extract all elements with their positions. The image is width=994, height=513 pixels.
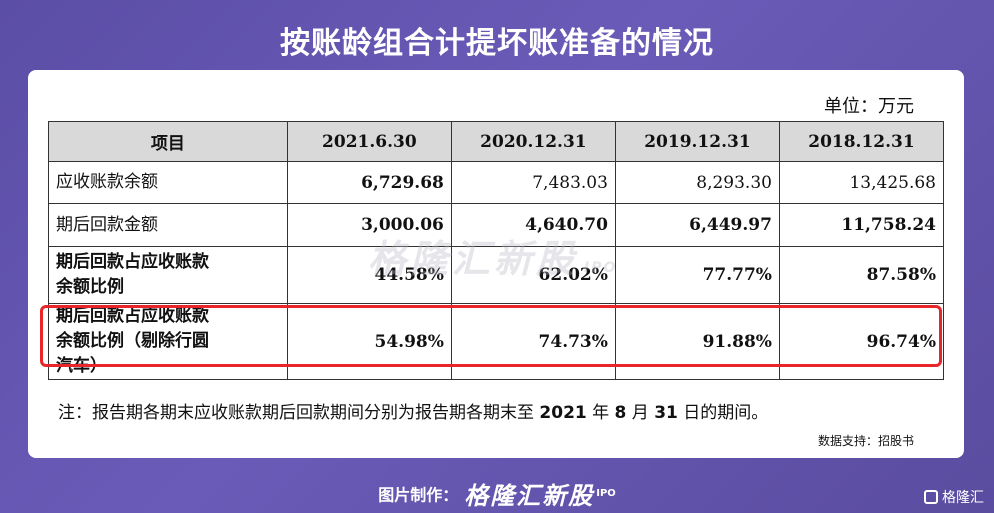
cell-value: 6,449.97: [614, 203, 780, 247]
watermark-tag: IPO: [584, 260, 618, 276]
table-row: 应收账款余额 6,729.68 7,483.03 8,293.30 13,425…: [48, 161, 945, 204]
cell-value: 74.73%: [450, 303, 616, 380]
row-label-line: 期后回款占应收账款: [56, 252, 209, 272]
footnote-text: 注：报告期各期末应收账款期后回款期间分别为报告期各期末至: [58, 403, 540, 423]
page-title: 按账龄组合计提坏账准备的情况: [280, 26, 714, 61]
cell-value: 13,425.68: [778, 161, 945, 204]
footnote-year: 2021: [539, 403, 587, 423]
row-label-line: 余额比例: [56, 277, 124, 297]
unit-label: 单位：万元: [824, 96, 914, 117]
row-label: 期后回款占应收账款 余额比例（剔除行圆 汽车）: [48, 303, 288, 380]
footnote-day: 31: [654, 403, 678, 423]
table-row: 期后回款占应收账款 余额比例 44.58% 62.02% 77.77% 87.5…: [48, 246, 945, 304]
footnote-text: 年: [586, 403, 615, 423]
header-2020-12-31: 2020.12.31: [450, 121, 616, 162]
header-2019-12-31: 2019.12.31: [614, 121, 780, 162]
cell-value: 4,640.70: [450, 203, 616, 247]
footer-made-by: 图片制作：: [378, 485, 459, 505]
header-2018-12-31: 2018.12.31: [778, 121, 945, 162]
row-label: 期后回款金额: [48, 203, 288, 247]
cell-value: 44.58%: [286, 246, 452, 304]
cell-value: 7,483.03: [450, 161, 616, 204]
table-row: 期后回款占应收账款 余额比例（剔除行圆 汽车） 54.98% 74.73% 91…: [48, 303, 945, 380]
footnote-month: 8: [614, 403, 627, 423]
gelonghui-logo-icon: [924, 490, 938, 504]
cell-value: 54.98%: [286, 303, 452, 380]
cell-value: 91.88%: [614, 303, 780, 380]
cell-value: 87.58%: [778, 246, 945, 304]
row-label: 应收账款余额: [48, 161, 288, 204]
aging-table: 项目 2021.6.30 2020.12.31 2019.12.31 2018.…: [48, 121, 945, 380]
cell-value: 62.02%: [450, 246, 616, 304]
footnote: 注：报告期各期末应收账款期后回款期间分别为报告期各期末至 2021 年 8 月 …: [58, 398, 768, 423]
data-source: 数据支持：招股书: [817, 434, 914, 448]
table-card: 单位：万元 项目 2021.6.30 2020.12.31 2019.12.31…: [28, 70, 964, 458]
header-item: 项目: [48, 121, 288, 162]
cell-value: 8,293.30: [614, 161, 780, 204]
header-2021-6-30: 2021.6.30: [286, 121, 452, 162]
watermark-brand: 格隆汇新股: [368, 237, 579, 281]
footer-brand-tag: IPO: [596, 488, 616, 499]
footer: 图片制作： 格隆汇新股 IPO: [0, 476, 994, 511]
footnote-text: 日的期间。: [677, 403, 769, 423]
highlight-box: [40, 305, 942, 367]
row-label-line: 余额比例（剔除行圆: [56, 331, 209, 351]
corner-logo-text: 格隆汇: [942, 490, 984, 506]
row-label: 期后回款占应收账款 余额比例: [48, 246, 288, 304]
watermark: 格隆汇新股 IPO: [368, 228, 617, 283]
footnote-text: 月: [626, 403, 655, 423]
row-label-line: 期后回款占应收账款: [56, 306, 209, 326]
footer-brand-logo: 格隆汇新股: [464, 482, 595, 510]
cell-value: 96.74%: [778, 303, 945, 380]
cell-value: 6,729.68: [286, 161, 452, 204]
cell-value: 11,758.24: [778, 203, 945, 247]
corner-logo: 格隆汇: [924, 487, 984, 507]
table-header-row: 项目 2021.6.30 2020.12.31 2019.12.31 2018.…: [48, 121, 945, 162]
cell-value: 77.77%: [614, 246, 780, 304]
